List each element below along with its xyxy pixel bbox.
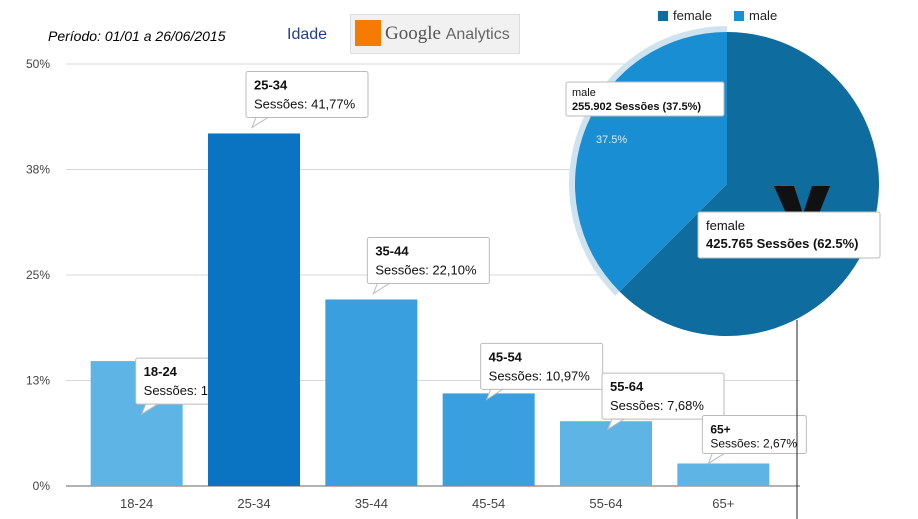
callout-pointer <box>140 403 160 416</box>
y-tick-label: 25% <box>26 268 50 282</box>
bar <box>325 299 418 486</box>
callout-title: 45-54 <box>489 349 523 364</box>
callout-box <box>701 414 807 454</box>
callout-value: 425.765 Sessões (62.5%) <box>706 236 859 251</box>
data-callout: 25-34 Sessões: 41,77% <box>245 70 369 129</box>
callout-value: Sessões: 22,10% <box>375 262 477 277</box>
legend-label: female <box>673 8 712 23</box>
callout-pointer <box>606 418 626 431</box>
legend: female male <box>658 8 777 23</box>
y-tick-label: 0% <box>33 479 51 493</box>
legend-label: male <box>749 8 777 23</box>
pie-slice-female <box>619 32 880 337</box>
period-label: Período: 01/01 a 26/06/2015 <box>48 28 226 44</box>
legend-swatch <box>658 11 668 21</box>
callout-title: 25-34 <box>254 77 288 92</box>
x-tick-label: 35-44 <box>355 496 388 511</box>
legend-swatch <box>734 11 744 21</box>
callout-value: Sessões: 2,67% <box>710 436 797 450</box>
x-tick-label: 55-64 <box>589 496 622 511</box>
callout-value: Sessões: 7,68% <box>610 398 704 413</box>
y-tick-label: 50% <box>26 57 50 71</box>
callout-pointer <box>485 388 505 401</box>
callout-title: 65+ <box>710 422 730 436</box>
data-callout: 45-54 Sessões: 10,97% <box>480 342 604 401</box>
pie-callout-male: male 255.902 Sessões (37.5%) <box>565 81 725 117</box>
y-tick-label: 13% <box>26 374 50 388</box>
callout-pointer <box>707 452 727 465</box>
logo-mark <box>774 186 830 236</box>
x-tick-label: 65+ <box>712 496 734 511</box>
callout-value: Sessões: 41,77% <box>254 96 356 111</box>
y-tick-label: 38% <box>26 163 50 177</box>
analytics-icon <box>355 20 381 46</box>
logo-text-analytics: Analytics <box>445 26 510 43</box>
x-tick-label: 45-54 <box>472 496 505 511</box>
bar <box>442 393 535 486</box>
callout-box <box>366 236 490 284</box>
callout-box <box>601 372 725 420</box>
bar <box>677 463 770 486</box>
bar <box>560 421 652 486</box>
dimension-label: Idade <box>287 26 328 43</box>
callout-pointer <box>372 282 392 295</box>
callout-box <box>245 70 369 118</box>
callout-title: male <box>572 87 596 99</box>
callout-title: 35-44 <box>375 243 409 258</box>
google-analytics-logo: Google Analytics <box>350 14 520 54</box>
data-callout: 35-44 Sessões: 22,10% <box>366 236 490 295</box>
callout-title: 55-64 <box>610 379 644 394</box>
callout-title: female <box>706 218 745 233</box>
callout-pointer <box>250 116 270 129</box>
logo-text-google: Google <box>385 23 441 44</box>
callout-box <box>565 81 725 117</box>
x-tick-label: 25-34 <box>237 496 270 511</box>
x-tick-label: 18-24 <box>120 496 153 511</box>
data-callout: 65+Sessões: 2,67% <box>701 414 807 465</box>
pie-slice-label: 37.5% <box>596 134 627 146</box>
callout-box <box>480 342 604 390</box>
callout-box <box>697 211 881 259</box>
callout-title: 18-24 <box>144 364 178 379</box>
callout-value: 255.902 Sessões (37.5%) <box>572 101 701 113</box>
pie-callout-female: female 425.765 Sessões (62.5%) <box>697 211 881 259</box>
bar <box>208 133 300 487</box>
callout-value: Sessões: 10,97% <box>489 368 591 383</box>
data-callout: 55-64 Sessões: 7,68% <box>601 372 725 431</box>
